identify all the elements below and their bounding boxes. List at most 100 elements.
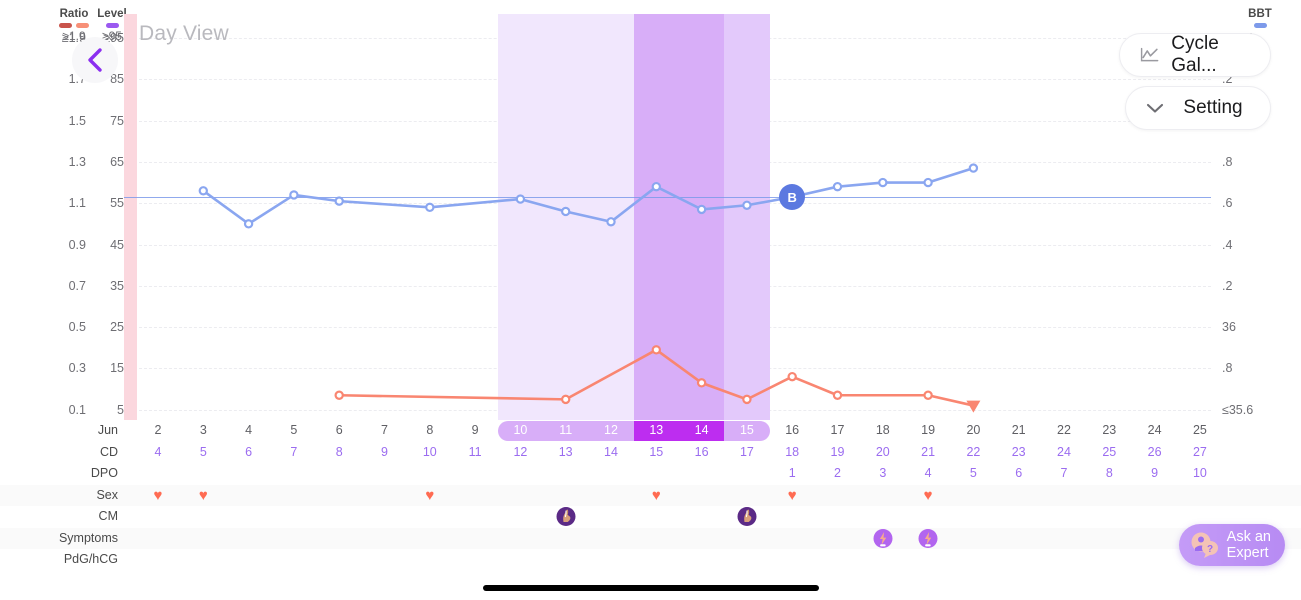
lightning-bolt-icon[interactable]	[918, 528, 938, 548]
legend-ratio-value: ≥1.9	[62, 29, 86, 43]
data-point[interactable]	[425, 202, 435, 213]
legend-bbt-swatches	[1253, 23, 1267, 28]
data-point[interactable]	[968, 163, 979, 173]
cycle-day-cell: 4	[154, 444, 162, 459]
cycle-day-cell: 22	[966, 444, 981, 459]
swatch-ratio-light	[76, 23, 89, 28]
cycle-day-cell: 20	[875, 444, 890, 459]
band-peak-fertility	[633, 14, 725, 420]
swatch-bbt	[1253, 23, 1267, 28]
setting-button[interactable]: Setting	[1125, 86, 1271, 130]
heart-icon[interactable]: ♥	[153, 486, 163, 504]
table-row-cm[interactable]: CM	[0, 506, 1301, 528]
heart-icon[interactable]: ♥	[787, 486, 797, 504]
row-label-dpo: DPO	[90, 466, 118, 480]
date-cell: 15	[739, 423, 754, 437]
legend-bbt-title: BBT	[1248, 8, 1272, 20]
data-point[interactable]	[334, 390, 344, 400]
data-point[interactable]	[651, 181, 662, 192]
chevron-down-icon	[1146, 103, 1164, 113]
data-point[interactable]	[515, 194, 526, 204]
data-point[interactable]	[651, 345, 662, 355]
data-point[interactable]	[561, 206, 571, 217]
date-cell: 9	[471, 423, 479, 437]
table-row-sex[interactable]: Sex ♥ ♥ ♥ ♥ ♥ ♥	[0, 484, 1301, 506]
data-point[interactable]	[787, 371, 797, 382]
day-data-table: Jun 2 3 4 5 6 7 8 9 10 11 12 13 14 15 16 17 18 19 20 21 22 23…	[0, 420, 1301, 571]
data-point[interactable]	[832, 390, 843, 400]
y-bbt-tick: ≤35.6	[1222, 402, 1254, 417]
heart-icon[interactable]: ♥	[198, 486, 208, 504]
data-point[interactable]	[832, 181, 843, 192]
bbt-shift-marker[interactable]: B	[779, 184, 806, 210]
y-ratio-tick: 1.3	[68, 154, 86, 169]
cycle-day-cell: 12	[513, 444, 528, 459]
row-label-cd: CD	[99, 444, 118, 459]
cervical-mucus-finger-icon[interactable]	[737, 507, 757, 526]
y-level-tick: 55	[110, 196, 124, 211]
cycle-gallery-button[interactable]: Cycle Gal...	[1119, 33, 1271, 77]
page-title: Day View	[139, 22, 229, 45]
data-point[interactable]	[742, 200, 752, 210]
table-row-dates[interactable]: Jun 2 3 4 5 6 7 8 9 10 11 12 13 14 15 16 17 18 19 20 21 22 23…	[0, 420, 1301, 442]
y-bbt-tick: .4	[1222, 237, 1233, 252]
data-point[interactable]	[243, 219, 254, 229]
date-cell: 23	[1102, 423, 1117, 437]
dpo-cell: 4	[924, 466, 932, 480]
data-point[interactable]	[923, 177, 933, 188]
y-bbt-tick: .8	[1222, 361, 1233, 376]
data-point[interactable]	[606, 217, 616, 227]
heart-icon[interactable]: ♥	[651, 486, 661, 504]
heart-icon[interactable]: ♥	[425, 486, 435, 504]
date-cell: 7	[381, 423, 388, 437]
date-cell: 4	[245, 423, 253, 437]
ask-expert-label: Ask an Expert	[1227, 529, 1271, 561]
table-row-symptoms[interactable]: Symptoms	[0, 527, 1301, 549]
cycle-day-cell: 11	[468, 444, 482, 459]
y-bbt-tick: .2	[1222, 72, 1233, 87]
date-cell: 12	[604, 423, 618, 437]
chart-plot-area[interactable]: B	[124, 14, 1211, 420]
date-cell: 2	[154, 423, 162, 437]
heart-icon[interactable]: ♥	[923, 486, 933, 504]
data-point[interactable]	[742, 394, 752, 405]
band-fertile-end	[724, 14, 770, 420]
data-point[interactable]	[198, 186, 209, 196]
y-ratio-tick: 0.9	[68, 237, 86, 252]
date-cell: 25	[1192, 423, 1207, 437]
data-point[interactable]	[334, 196, 344, 206]
ask-an-expert-button[interactable]: ? Ask an Expert	[1178, 524, 1285, 566]
dpo-cell: 1	[788, 466, 796, 480]
dpo-cell: 10	[1192, 466, 1207, 480]
data-point[interactable]	[289, 190, 299, 200]
svg-text:?: ?	[1207, 544, 1213, 555]
date-cell: 24	[1147, 423, 1162, 437]
cycle-day-cell: 19	[830, 444, 845, 459]
data-point[interactable]	[696, 204, 707, 215]
cycle-day-cell: 26	[1147, 444, 1162, 459]
cervical-mucus-finger-icon[interactable]	[556, 507, 576, 526]
data-point[interactable]	[696, 378, 707, 388]
back-button[interactable]	[72, 37, 118, 83]
date-cell: 20	[966, 423, 981, 437]
data-point[interactable]	[561, 394, 571, 405]
data-point[interactable]	[923, 390, 933, 400]
legend-level-title: Level	[97, 8, 127, 20]
legend-level-swatches	[105, 23, 119, 28]
date-cell: 5	[290, 423, 298, 437]
cycle-day-cell: 21	[921, 444, 936, 459]
data-point[interactable]	[878, 177, 888, 188]
legend-level: Level ≥95	[84, 8, 140, 43]
chart-series-layer	[198, 163, 981, 413]
cycle-day-cell: 24	[1057, 444, 1071, 459]
cycle-day-cell: 23	[1011, 444, 1026, 459]
cycle-day-cell: 16	[694, 444, 709, 459]
lightning-bolt-icon[interactable]	[873, 528, 893, 548]
home-indicator	[482, 585, 819, 591]
table-row-pdg-hcg[interactable]: PdG/hCG	[0, 549, 1301, 571]
ask-expert-line2: Expert	[1226, 545, 1269, 561]
swatch-ratio-dark	[59, 23, 72, 28]
cycle-day-cell: 14	[604, 444, 618, 459]
date-cell: 17	[830, 423, 845, 437]
